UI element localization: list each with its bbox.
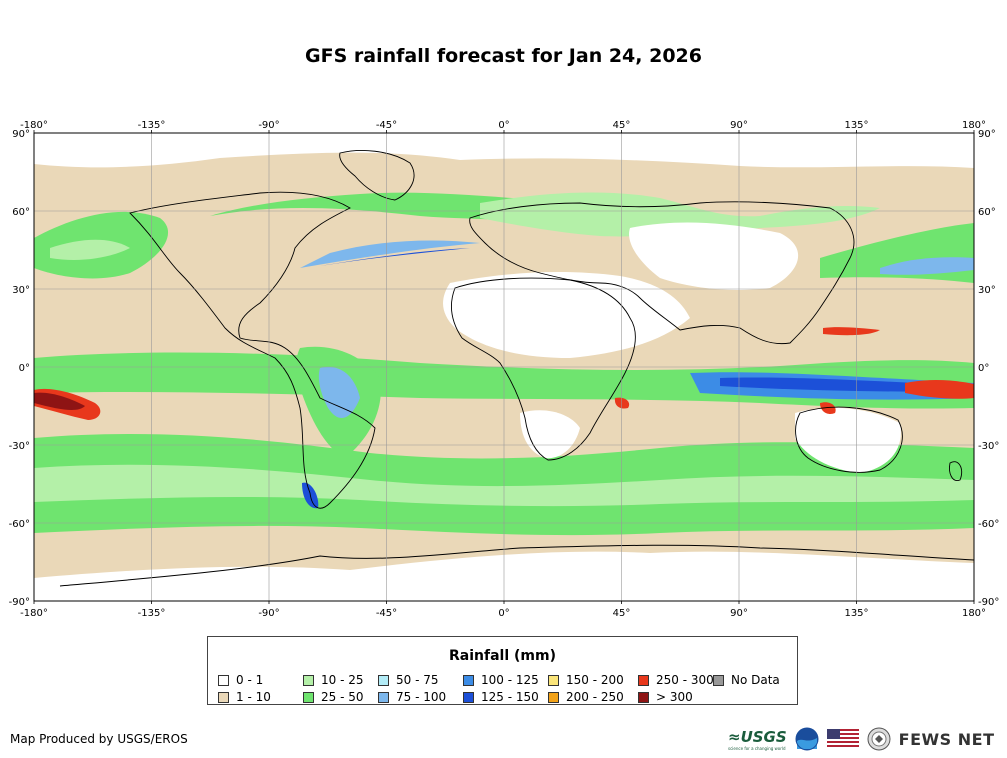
lat-tick-label-left: 0° xyxy=(19,363,30,374)
legend-item: 25 - 50 xyxy=(303,689,364,705)
lat-tick-label-right: 0° xyxy=(978,363,989,374)
lon-tick-label-top: -180° xyxy=(20,120,48,131)
lat-tick-label-left: 90° xyxy=(12,129,30,140)
lon-tick-label-top: 135° xyxy=(844,120,868,131)
rainfall-legend: Rainfall (mm) 0 - 1 1 - 10 10 - 25 25 - 50 5… xyxy=(207,636,798,705)
legend-label: 25 - 50 xyxy=(321,690,364,704)
lat-tick-label-right: -60° xyxy=(978,519,999,530)
lat-tick-label-left: -90° xyxy=(9,597,30,608)
legend-swatch xyxy=(378,691,389,703)
lat-tick-label-left: -60° xyxy=(9,519,30,530)
lon-tick-label-bottom: -90° xyxy=(258,608,279,619)
legend-swatch xyxy=(638,674,649,686)
legend-label: 125 - 150 xyxy=(481,690,539,704)
legend-item: 100 - 125 xyxy=(463,672,539,688)
lon-tick-label-top: 45° xyxy=(613,120,631,131)
legend-label: 50 - 75 xyxy=(396,673,439,687)
fews-net-logo: FEWS NET xyxy=(898,729,995,749)
lat-tick-label-right: -90° xyxy=(978,597,999,608)
credit-text: Map Produced by USGS/EROS xyxy=(10,732,188,746)
rainfall-map: -180° -180° -135° -135° -90° -90° -45° -45° 0° 0°… xyxy=(9,120,1000,619)
legend-item: No Data xyxy=(713,672,780,688)
lon-tick-label-top: -45° xyxy=(376,120,397,131)
lat-tick-label-left: 60° xyxy=(12,207,30,218)
legend-swatch xyxy=(638,691,649,703)
legend-label: > 300 xyxy=(656,690,693,704)
lat-tick-label-right: 60° xyxy=(978,207,996,218)
logo-strip: ≈USGS science for a changing world FEWS … xyxy=(728,725,995,753)
lon-tick-label-bottom: 45° xyxy=(613,608,631,619)
legend-label: 75 - 100 xyxy=(396,690,447,704)
lat-tick-label-left: -30° xyxy=(9,441,30,452)
legend-swatch xyxy=(218,674,229,686)
lon-tick-label-bottom: 180° xyxy=(962,608,986,619)
us-flag-icon xyxy=(826,729,859,749)
lon-tick-label-bottom: -135° xyxy=(138,608,166,619)
lon-tick-label-top: 90° xyxy=(730,120,748,131)
legend-item: 150 - 200 xyxy=(548,672,624,688)
lon-tick-label-bottom: -45° xyxy=(376,608,397,619)
legend-label: 10 - 25 xyxy=(321,673,364,687)
legend-swatch xyxy=(378,674,389,686)
legend-swatch xyxy=(303,674,314,686)
legend-swatch xyxy=(548,674,559,686)
lon-tick-label-top: -135° xyxy=(138,120,166,131)
legend-label: 0 - 1 xyxy=(236,673,264,687)
legend-label: 200 - 250 xyxy=(566,690,624,704)
legend-swatch xyxy=(713,674,724,686)
legend-title: Rainfall (mm) xyxy=(449,648,556,664)
lat-tick-label-left: 30° xyxy=(12,285,30,296)
legend-swatch xyxy=(463,674,474,686)
legend-label: 150 - 200 xyxy=(566,673,624,687)
legend-item: 200 - 250 xyxy=(548,689,624,705)
usgs-logo: ≈USGS science for a changing world xyxy=(728,727,787,751)
lat-tick-label-right: -30° xyxy=(978,441,999,452)
lon-tick-label-bottom: 0° xyxy=(498,608,509,619)
state-department-seal-icon xyxy=(867,727,891,751)
legend-label: 250 - 300 xyxy=(656,673,714,687)
legend-item: 75 - 100 xyxy=(378,689,446,705)
legend-swatch xyxy=(303,691,314,703)
legend-item: 50 - 75 xyxy=(378,672,439,688)
legend-swatch xyxy=(463,691,474,703)
lon-tick-label-bottom: 135° xyxy=(844,608,868,619)
map-panel: -180° -180° -135° -135° -90° -90° -45° -45° 0° 0°… xyxy=(0,108,1007,628)
legend-swatch xyxy=(548,691,559,703)
legend-label: 1 - 10 xyxy=(236,690,271,704)
lon-tick-label-top: 180° xyxy=(962,120,986,131)
lon-tick-label-bottom: 90° xyxy=(730,608,748,619)
legend-item: 125 - 150 xyxy=(463,689,539,705)
lon-tick-label-top: 0° xyxy=(498,120,509,131)
lat-tick-label-right: 30° xyxy=(978,285,996,296)
lon-tick-label-top: -90° xyxy=(258,120,279,131)
legend-label: No Data xyxy=(731,673,780,687)
legend-label: 100 - 125 xyxy=(481,673,539,687)
legend-item: > 300 xyxy=(638,689,693,705)
legend-item: 0 - 1 xyxy=(218,672,263,688)
legend-item: 10 - 25 xyxy=(303,672,364,688)
legend-item: 1 - 10 xyxy=(218,689,271,705)
legend-swatch xyxy=(218,691,229,703)
noaa-logo-icon xyxy=(795,727,819,751)
map-title: GFS rainfall forecast for Jan 24, 2026 xyxy=(305,45,702,67)
lon-tick-label-bottom: -180° xyxy=(20,608,48,619)
graticule xyxy=(34,133,974,601)
lat-tick-label-right: 90° xyxy=(978,129,996,140)
axis-tick-labels: -180° -180° -135° -135° -90° -90° -45° -45° 0° 0°… xyxy=(9,120,1000,619)
legend-item: 250 - 300 xyxy=(638,672,714,688)
coastlines xyxy=(129,150,963,509)
